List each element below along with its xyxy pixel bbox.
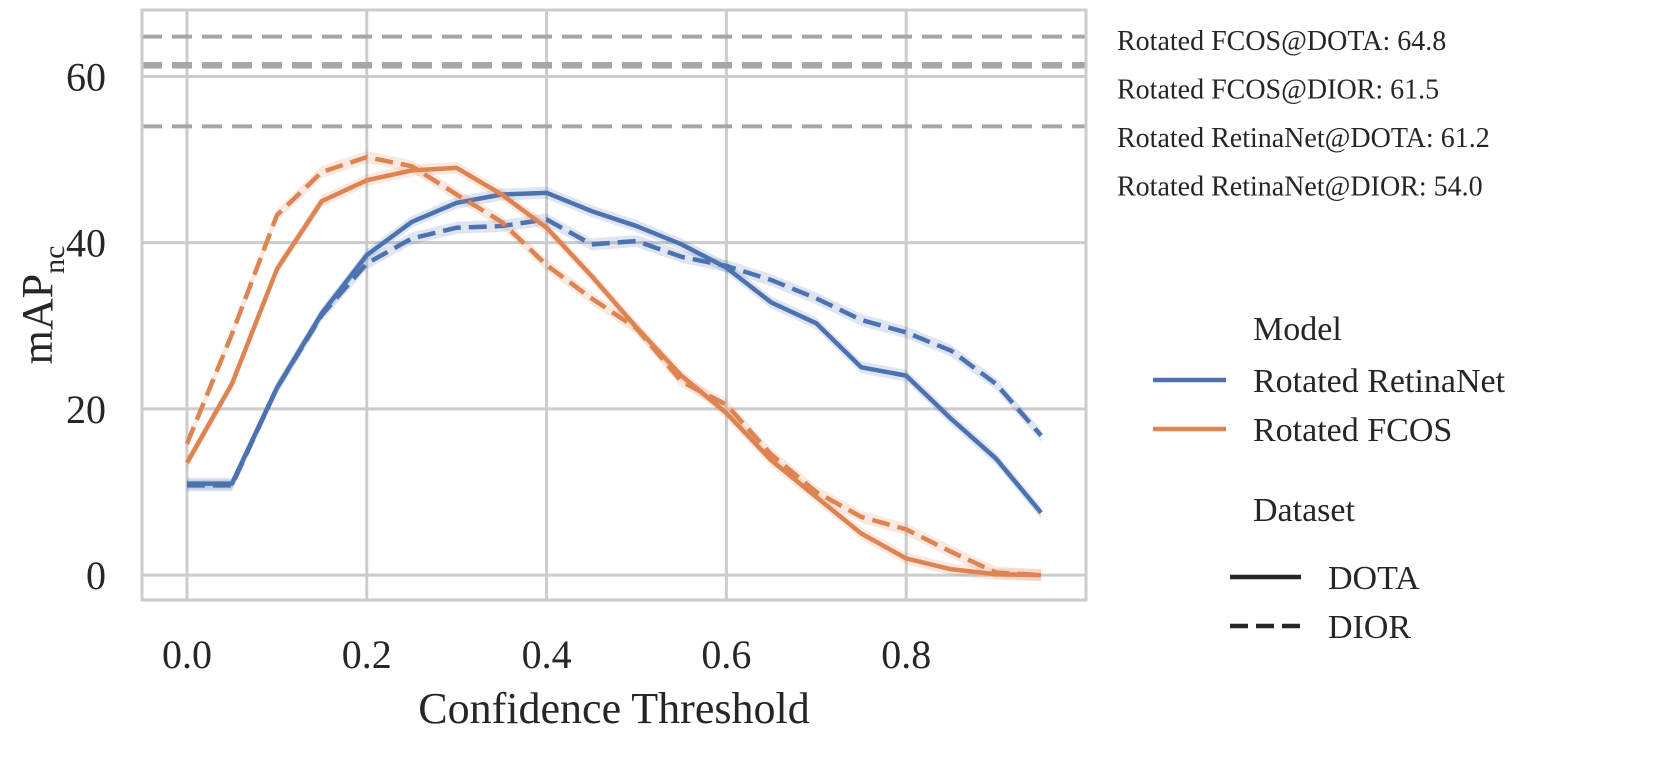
plot-frame bbox=[140, 8, 1088, 602]
y-tick-label: 40 bbox=[66, 221, 106, 266]
confidence-band bbox=[186, 161, 1042, 582]
reference-label: Rotated FCOS@DIOR: 61.5 bbox=[1117, 75, 1439, 106]
legend-label-dataset: DIOR bbox=[1328, 609, 1411, 646]
y-axis-title: mAPnc bbox=[13, 246, 71, 365]
reference-labels: Rotated FCOS@DOTA: 64.8 Rotated FCOS@DIOR… bbox=[1117, 26, 1490, 203]
series-line bbox=[184, 165, 1042, 578]
y-axis-title-main: mAP bbox=[13, 274, 62, 364]
x-tick-label: 0.4 bbox=[522, 632, 572, 677]
x-tick-labels: 0.0 0.2 0.4 0.6 0.8 bbox=[162, 632, 931, 677]
y-tick-labels: 0 20 40 60 bbox=[66, 54, 106, 598]
reference-lines bbox=[142, 34, 1086, 129]
grid bbox=[142, 10, 1086, 600]
legend-label-model: Rotated RetinaNet bbox=[1253, 363, 1506, 400]
series-line bbox=[184, 154, 1042, 578]
series-lines bbox=[184, 151, 1043, 582]
reference-label: Rotated RetinaNet@DIOR: 54.0 bbox=[1117, 172, 1483, 203]
legend-title-dataset: Dataset bbox=[1253, 492, 1356, 529]
y-tick-label: 0 bbox=[86, 553, 106, 598]
legend: Model Rotated RetinaNet Rotated FCOS Datase… bbox=[1153, 311, 1506, 646]
x-axis-title: Confidence Threshold bbox=[418, 684, 809, 733]
legend-label-dataset: DOTA bbox=[1328, 560, 1420, 597]
legend-title-model: Model bbox=[1253, 311, 1342, 348]
y-axis-title-subscript: nc bbox=[38, 246, 71, 274]
reference-label: Rotated RetinaNet@DOTA: 61.2 bbox=[1117, 123, 1490, 154]
reference-label: Rotated FCOS@DOTA: 64.8 bbox=[1117, 26, 1446, 57]
x-tick-label: 0.8 bbox=[881, 632, 931, 677]
legend-label-model: Rotated FCOS bbox=[1253, 412, 1452, 449]
x-tick-label: 0.2 bbox=[342, 632, 392, 677]
y-tick-label: 20 bbox=[66, 387, 106, 432]
confidence-band bbox=[186, 213, 1042, 492]
x-tick-label: 0.6 bbox=[701, 632, 751, 677]
confidence-band bbox=[186, 186, 1042, 519]
x-tick-label: 0.0 bbox=[162, 632, 212, 677]
series-line bbox=[186, 217, 1043, 488]
y-tick-label: 60 bbox=[66, 54, 106, 99]
